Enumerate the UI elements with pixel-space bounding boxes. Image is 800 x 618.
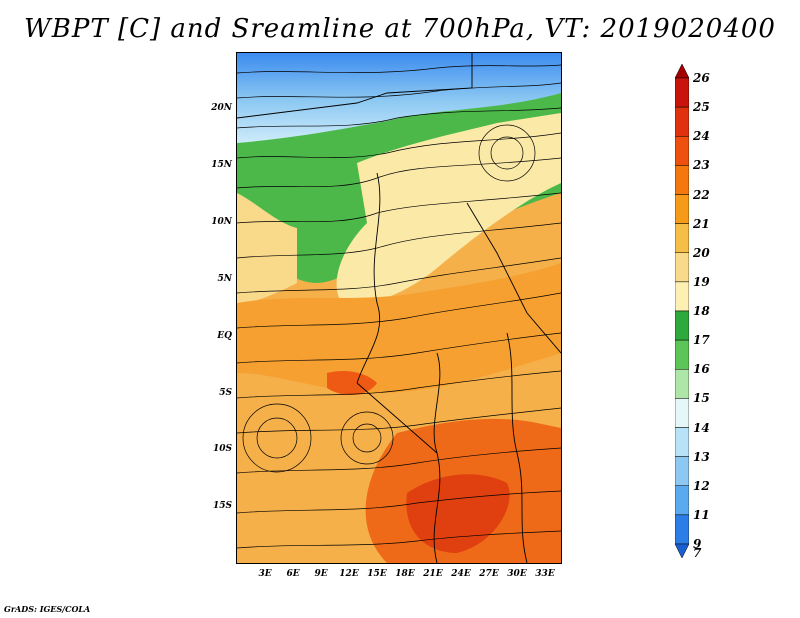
chart-title: WBPT [C] and Sreamline at 700hPa, VT: 20… (24, 14, 776, 44)
colorbar-label: 18 (693, 304, 710, 318)
colorbar-label: 24 (693, 129, 710, 144)
lat-label: 5N (217, 274, 233, 284)
colorbar-label: 20 (693, 245, 710, 260)
colorbar-segment (675, 223, 689, 253)
lon-label: 21E (423, 569, 443, 579)
lat-label: 15N (211, 160, 232, 170)
colorbar-label: 25 (693, 100, 710, 115)
cold-region (237, 53, 561, 148)
lat-label: 10N (211, 217, 232, 227)
lat-label: 20N (211, 103, 232, 113)
colorbar-segment (675, 456, 689, 486)
colorbar-segment (675, 252, 689, 283)
lon-label: 3E (258, 569, 272, 579)
colorbar-bottom-arrow (675, 543, 689, 558)
colorbar-segment (675, 310, 689, 341)
warm-central (237, 263, 561, 393)
lon-label: 15E (367, 569, 387, 579)
colorbar-label: 26 (693, 71, 710, 85)
colorbar-segment (675, 427, 689, 457)
lon-label: 18E (395, 569, 415, 579)
lon-label: 12E (339, 569, 359, 579)
lat-label: 10S (212, 444, 232, 454)
lon-label: 33E (535, 569, 555, 579)
colorbar-label: 17 (693, 333, 710, 348)
colorbar-segment (675, 165, 689, 195)
colorbar-label: 22 (693, 187, 710, 202)
colorbar-label: 13 (693, 449, 710, 464)
colorbar-segment (675, 339, 689, 370)
colorbar-label: 15 (693, 391, 710, 406)
lon-label: 30E (507, 569, 527, 579)
colorbar-label: 11 (693, 507, 710, 522)
lon-label: 24E (451, 569, 471, 579)
grads-credit: GrADS: IGES/COLA (4, 604, 91, 614)
hot-core (406, 474, 510, 553)
lon-label: 6E (286, 569, 300, 579)
colorbar-label: 21 (693, 216, 710, 231)
colorbar-segment (675, 514, 689, 545)
colorbar-label: 14 (693, 420, 710, 435)
colorbar-segment (675, 106, 689, 137)
colorbar-segment (675, 398, 689, 428)
colorbar-segment (675, 281, 689, 312)
map-panel (236, 52, 562, 564)
lat-label: EQ (217, 331, 232, 341)
colorbar (675, 64, 689, 558)
colorbar-segment (675, 194, 689, 224)
pale-region (336, 113, 561, 308)
colorbar-label: 23 (693, 158, 710, 173)
colorbar-label: 19 (693, 274, 710, 289)
colorbar-label: 16 (693, 362, 710, 377)
colorbar-label: 9 (693, 537, 702, 551)
lon-label: 9E (314, 569, 328, 579)
lat-label: 15S (212, 501, 232, 511)
colorbar-segment (675, 369, 689, 399)
colorbar-segment (675, 485, 689, 516)
streamlines (237, 64, 561, 549)
colorbar-segment (675, 77, 689, 108)
colorbar-segment (675, 136, 689, 166)
wbpt-field-map (237, 53, 561, 563)
lat-label: 5S (219, 388, 232, 398)
colorbar-top-arrow (675, 64, 689, 79)
pale-west-region (237, 193, 297, 303)
colorbar-label: 12 (693, 478, 710, 493)
country-borders (237, 53, 561, 563)
lon-label: 27E (479, 569, 499, 579)
colorbar-label: 7 (693, 546, 702, 560)
